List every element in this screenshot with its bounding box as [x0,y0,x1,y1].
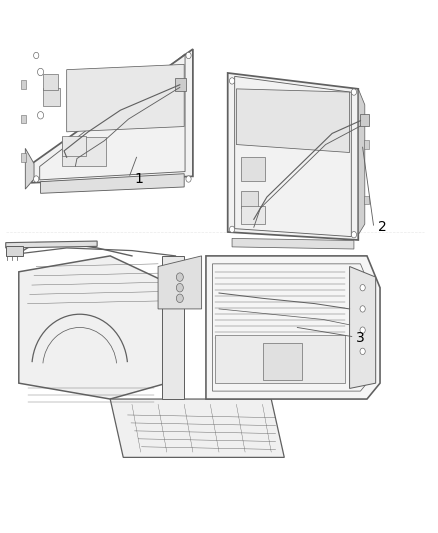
Circle shape [177,284,184,292]
Circle shape [360,306,365,312]
Polygon shape [32,49,193,183]
Bar [364,196,369,205]
Circle shape [351,231,357,238]
Circle shape [177,273,184,281]
Bar [176,78,186,91]
Text: 3: 3 [356,331,365,345]
Bar [21,153,26,161]
Polygon shape [358,89,365,235]
Bar [364,140,369,149]
Bar [241,191,258,208]
Bar [62,137,106,166]
Bar [241,206,265,224]
Bar [43,88,60,107]
Polygon shape [237,89,350,152]
Polygon shape [232,238,354,249]
Bar [62,136,86,156]
Polygon shape [25,148,34,189]
Polygon shape [110,399,284,457]
Bar [6,246,23,256]
Text: 1: 1 [134,172,143,186]
Polygon shape [215,335,345,383]
Polygon shape [228,73,358,240]
Circle shape [177,294,184,303]
Circle shape [360,327,365,333]
Polygon shape [67,64,184,132]
Polygon shape [41,174,184,193]
Polygon shape [206,256,380,399]
Bar [43,74,58,90]
Bar [21,115,26,123]
Bar [262,343,302,381]
Circle shape [230,226,235,232]
Circle shape [230,78,235,84]
Circle shape [38,111,44,119]
Polygon shape [162,256,184,399]
Circle shape [186,176,191,182]
Circle shape [34,52,39,59]
Circle shape [351,89,357,95]
Circle shape [34,176,39,182]
Bar [241,157,265,181]
Circle shape [360,285,365,291]
Polygon shape [19,256,167,399]
Polygon shape [158,256,201,309]
Circle shape [38,68,44,76]
Bar [360,114,369,126]
Polygon shape [350,266,376,389]
Bar [21,80,26,89]
Circle shape [360,348,365,354]
Circle shape [186,52,191,59]
Text: 2: 2 [378,220,387,234]
Polygon shape [6,241,97,248]
